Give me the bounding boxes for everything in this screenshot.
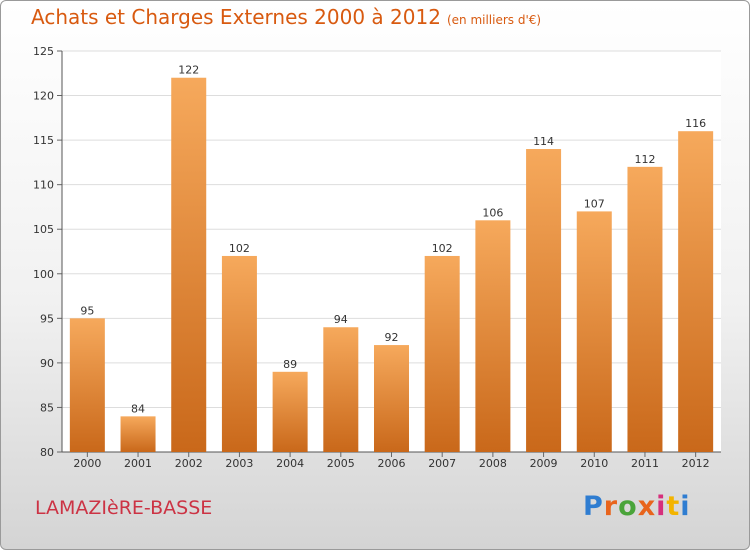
y-tick-label: 80 — [40, 446, 54, 459]
bar — [424, 255, 460, 452]
y-tick-label: 115 — [33, 134, 54, 147]
chart-subtitle: (en milliers d'€) — [446, 13, 542, 27]
logo-letter: r — [603, 491, 619, 522]
x-tick-label: 2010 — [580, 457, 608, 470]
y-tick-label: 100 — [33, 268, 54, 281]
y-tick-label: 85 — [40, 401, 54, 414]
x-tick-label: 2004 — [276, 457, 304, 470]
bar — [374, 345, 409, 452]
x-tick-label: 2000 — [73, 457, 101, 470]
bar — [171, 77, 207, 452]
data-label: 122 — [178, 64, 199, 77]
y-tick-label: 110 — [33, 179, 54, 192]
logo-letter: P — [583, 491, 604, 522]
y-tick-label: 120 — [33, 90, 54, 103]
y-tick-label: 125 — [33, 45, 54, 58]
x-tick-label: 2006 — [378, 457, 406, 470]
y-tick-label: 90 — [40, 357, 54, 370]
logo-letter: i — [656, 491, 667, 522]
data-label: 94 — [334, 313, 348, 326]
data-label: 92 — [385, 331, 399, 344]
data-label: 102 — [432, 242, 453, 255]
bar — [323, 327, 359, 452]
x-tick-label: 2009 — [530, 457, 558, 470]
bar — [272, 371, 308, 452]
chart-title: Achats et Charges Externes 2000 à 2012 (e… — [31, 5, 541, 29]
bar — [69, 318, 105, 452]
proxiti-logo: Proxiti — [583, 491, 691, 522]
bar — [526, 149, 562, 452]
data-label: 112 — [634, 153, 655, 166]
data-label: 116 — [685, 117, 706, 130]
data-label: 95 — [80, 304, 94, 317]
data-label: 106 — [482, 206, 503, 219]
x-tick-label: 2002 — [175, 457, 203, 470]
y-tick-label: 105 — [33, 223, 54, 236]
x-tick-label: 2008 — [479, 457, 507, 470]
commune-name: LAMAZIèRE-BASSE — [35, 497, 213, 519]
bar — [627, 166, 663, 452]
x-tick-label: 2005 — [327, 457, 355, 470]
bar — [221, 255, 257, 452]
data-label: 107 — [584, 197, 605, 210]
data-label: 89 — [283, 358, 297, 371]
y-tick-label: 95 — [40, 312, 54, 325]
x-tick-label: 2003 — [225, 457, 253, 470]
data-label: 84 — [131, 402, 145, 415]
data-label: 114 — [533, 135, 554, 148]
title-text: Achats et Charges Externes 2000 à 2012 — [31, 5, 441, 29]
bar — [120, 416, 156, 452]
bar — [678, 131, 714, 452]
x-tick-label: 2007 — [428, 457, 456, 470]
bar — [576, 211, 612, 452]
data-label: 102 — [229, 242, 250, 255]
x-tick-label: 2011 — [631, 457, 659, 470]
x-tick-label: 2001 — [124, 457, 152, 470]
logo-letter: i — [680, 491, 691, 522]
bar — [475, 220, 511, 452]
logo-letter: x — [637, 491, 657, 522]
logo-letter: o — [618, 491, 638, 522]
logo-letter: t — [666, 491, 681, 522]
x-tick-label: 2012 — [682, 457, 710, 470]
